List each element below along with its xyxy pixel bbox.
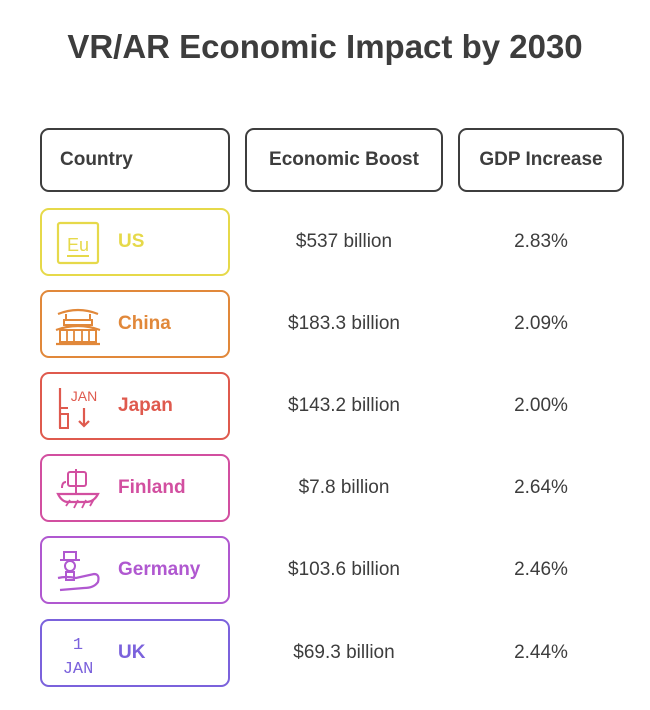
gdp-increase-value: 2.64% (514, 477, 568, 498)
gdp-increase-value: 2.09% (514, 313, 568, 334)
country-name: China (118, 312, 171, 334)
country-cell: Germany (40, 536, 230, 604)
economic-boost-value: $537 billion (295, 231, 393, 252)
country-cell: JAN Japan (40, 372, 230, 440)
calendar-1-jan-icon: 1 JAN (63, 636, 94, 677)
economic-boost-value: $7.8 billion (298, 477, 390, 498)
temple-icon (55, 308, 101, 346)
eu-flag-icon: Eu (56, 221, 100, 265)
column-header-economic-boost: Economic Boost (245, 128, 443, 192)
country-name: Germany (118, 558, 201, 580)
country-cell: Finland (40, 454, 230, 522)
table-row: Germany $103.6 billion 2.46% (0, 536, 650, 604)
svg-text:Eu: Eu (67, 235, 89, 255)
country-name: UK (118, 641, 146, 663)
svg-text:1: 1 (73, 636, 83, 655)
chart-title: VR/AR Economic Impact by 2030 (67, 28, 583, 65)
economic-boost-value: $143.2 billion (288, 395, 400, 416)
column-header-gdp-increase: GDP Increase (458, 128, 624, 192)
table-row: China $183.3 billion 2.09% (0, 290, 650, 358)
gdp-increase-value: 2.00% (514, 395, 568, 416)
gdp-increase-value: 2.46% (514, 559, 568, 580)
country-name: US (118, 230, 145, 252)
svg-text:JAN: JAN (63, 660, 94, 677)
table-row: Finland $7.8 billion 2.64% (0, 454, 650, 522)
gdp-increase-value: 2.44% (514, 642, 568, 663)
country-cell: Eu US (40, 208, 230, 276)
table-row: Eu US $537 billion 2.83% (0, 208, 650, 276)
svg-text:JAN: JAN (71, 388, 97, 404)
country-name: Japan (118, 394, 173, 416)
table-row: 1 JAN UK $69.3 billion 2.44% (0, 619, 650, 687)
country-name: Finland (118, 476, 186, 498)
country-cell: 1 JAN UK (40, 619, 230, 687)
column-header-country: Country (40, 128, 230, 192)
country-cell: China (40, 290, 230, 358)
hand-figure-icon (57, 551, 100, 592)
table-row: JAN Japan $143.2 billion 2.00% (0, 372, 650, 440)
viking-ship-icon (56, 469, 100, 509)
calendar-jan-icon: JAN (58, 388, 97, 429)
economic-boost-value: $183.3 billion (288, 313, 400, 334)
gdp-increase-value: 2.83% (514, 231, 568, 252)
economic-boost-value: $69.3 billion (293, 642, 395, 663)
economic-boost-value: $103.6 billion (288, 559, 400, 580)
